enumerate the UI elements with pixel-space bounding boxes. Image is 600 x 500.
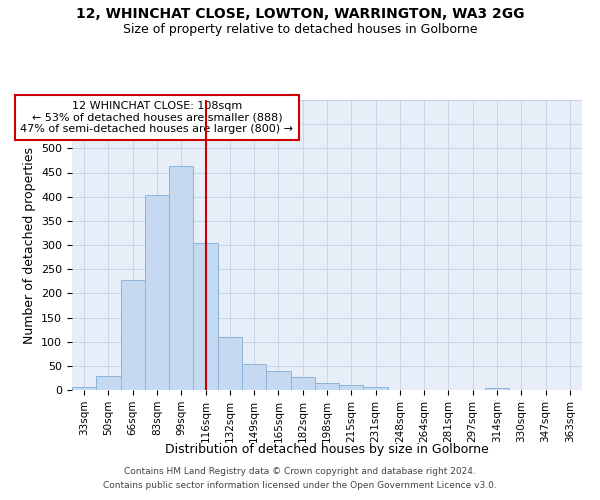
Text: Distribution of detached houses by size in Golborne: Distribution of detached houses by size … (165, 442, 489, 456)
Bar (218, 337, 242, 390)
Bar (339, 384, 364, 390)
Bar (72, 386, 96, 390)
Text: Size of property relative to detached houses in Golborne: Size of property relative to detached ho… (123, 22, 477, 36)
Bar (193, 242, 218, 390)
Bar (145, 195, 169, 390)
Bar (96, 376, 121, 390)
Text: 12, WHINCHAT CLOSE, LOWTON, WARRINGTON, WA3 2GG: 12, WHINCHAT CLOSE, LOWTON, WARRINGTON, … (76, 8, 524, 22)
Y-axis label: Number of detached properties: Number of detached properties (23, 146, 35, 344)
Bar (290, 378, 315, 390)
Bar (485, 388, 509, 390)
Text: 12 WHINCHAT CLOSE: 108sqm
← 53% of detached houses are smaller (888)
47% of semi: 12 WHINCHAT CLOSE: 108sqm ← 53% of detac… (20, 101, 293, 134)
Bar (315, 383, 339, 390)
Bar (266, 370, 290, 390)
Bar (242, 364, 266, 390)
Text: Contains public sector information licensed under the Open Government Licence v3: Contains public sector information licen… (103, 481, 497, 490)
Bar (169, 166, 193, 390)
Text: Contains HM Land Registry data © Crown copyright and database right 2024.: Contains HM Land Registry data © Crown c… (124, 467, 476, 476)
Bar (121, 280, 145, 390)
Bar (364, 386, 388, 390)
